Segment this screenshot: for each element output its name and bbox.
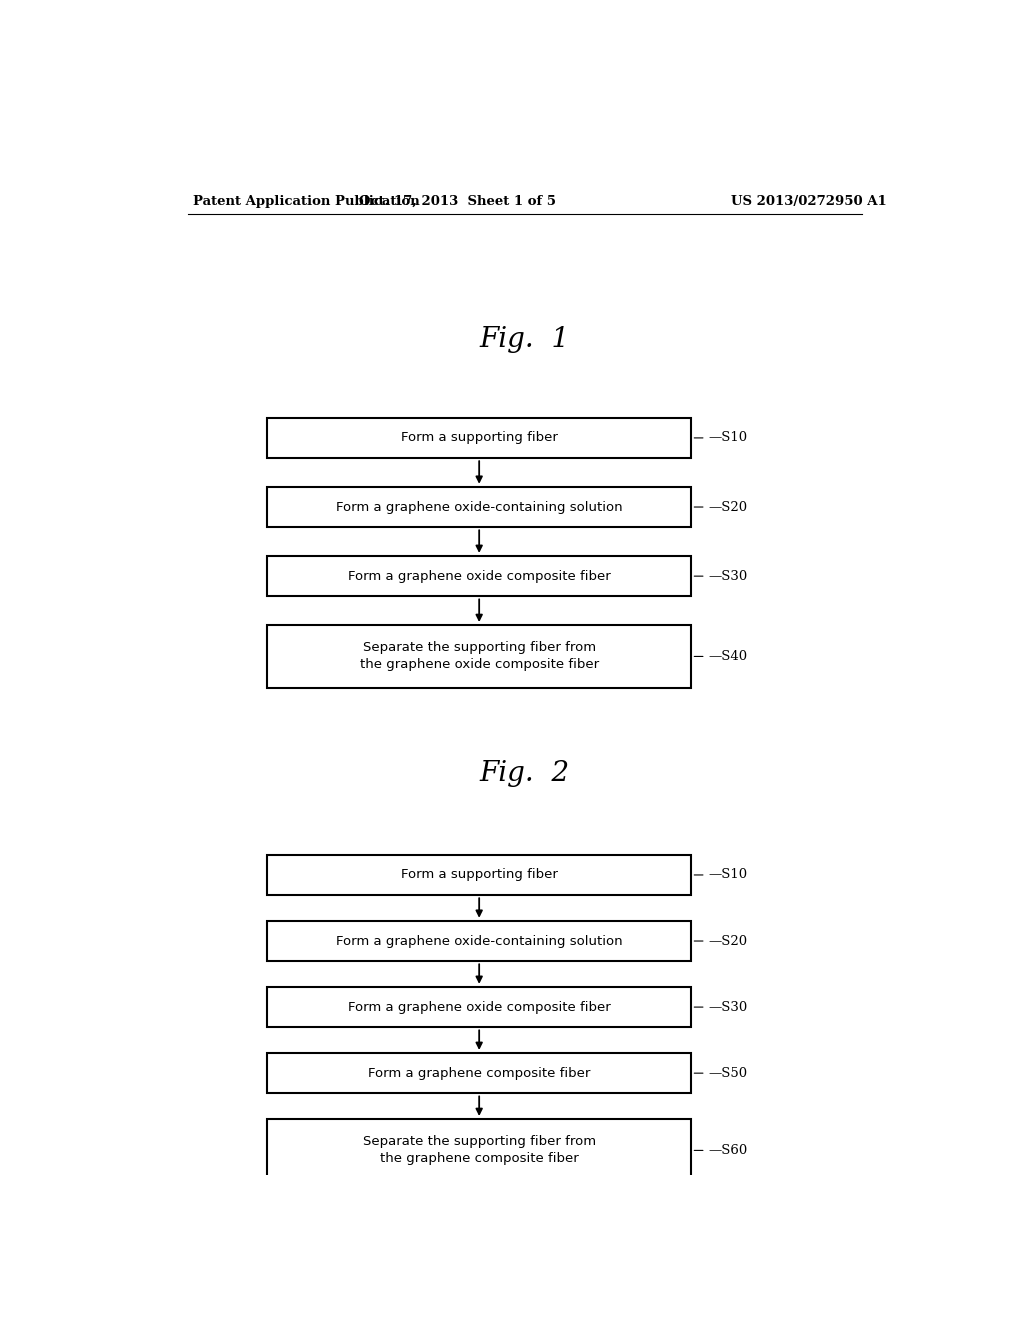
Text: —S40: —S40 [709, 649, 749, 663]
Text: Form a graphene oxide-containing solution: Form a graphene oxide-containing solutio… [336, 500, 623, 513]
Bar [267, 556, 691, 597]
Bar [267, 854, 691, 895]
Text: —S20: —S20 [709, 935, 749, 948]
Bar [267, 1053, 691, 1093]
Bar [267, 624, 691, 688]
Text: Separate the supporting fiber from
the graphene composite fiber: Separate the supporting fiber from the g… [362, 1135, 596, 1166]
Bar [267, 417, 691, 458]
Bar [267, 487, 691, 528]
Text: —S30: —S30 [709, 1001, 749, 1014]
Text: US 2013/0272950 A1: US 2013/0272950 A1 [731, 194, 887, 207]
Bar [267, 921, 691, 961]
Text: Form a graphene oxide composite fiber: Form a graphene oxide composite fiber [348, 570, 610, 582]
Text: Form a supporting fiber: Form a supporting fiber [400, 432, 558, 445]
Text: Form a supporting fiber: Form a supporting fiber [400, 869, 558, 882]
Bar [267, 1119, 691, 1181]
Text: Patent Application Publication: Patent Application Publication [194, 194, 420, 207]
Text: —S20: —S20 [709, 500, 749, 513]
Text: —S60: —S60 [709, 1144, 749, 1156]
Text: Form a graphene composite fiber: Form a graphene composite fiber [368, 1067, 591, 1080]
Text: —S50: —S50 [709, 1067, 749, 1080]
Text: Form a graphene oxide-containing solution: Form a graphene oxide-containing solutio… [336, 935, 623, 948]
Text: Oct. 17, 2013  Sheet 1 of 5: Oct. 17, 2013 Sheet 1 of 5 [358, 194, 556, 207]
Bar [267, 987, 691, 1027]
Text: —S30: —S30 [709, 570, 749, 582]
Text: —S10: —S10 [709, 432, 749, 445]
Text: —S10: —S10 [709, 869, 749, 882]
Text: Separate the supporting fiber from
the graphene oxide composite fiber: Separate the supporting fiber from the g… [359, 642, 599, 672]
Text: Fig.  2: Fig. 2 [479, 760, 570, 787]
Text: Fig.  1: Fig. 1 [479, 326, 570, 352]
Text: Form a graphene oxide composite fiber: Form a graphene oxide composite fiber [348, 1001, 610, 1014]
